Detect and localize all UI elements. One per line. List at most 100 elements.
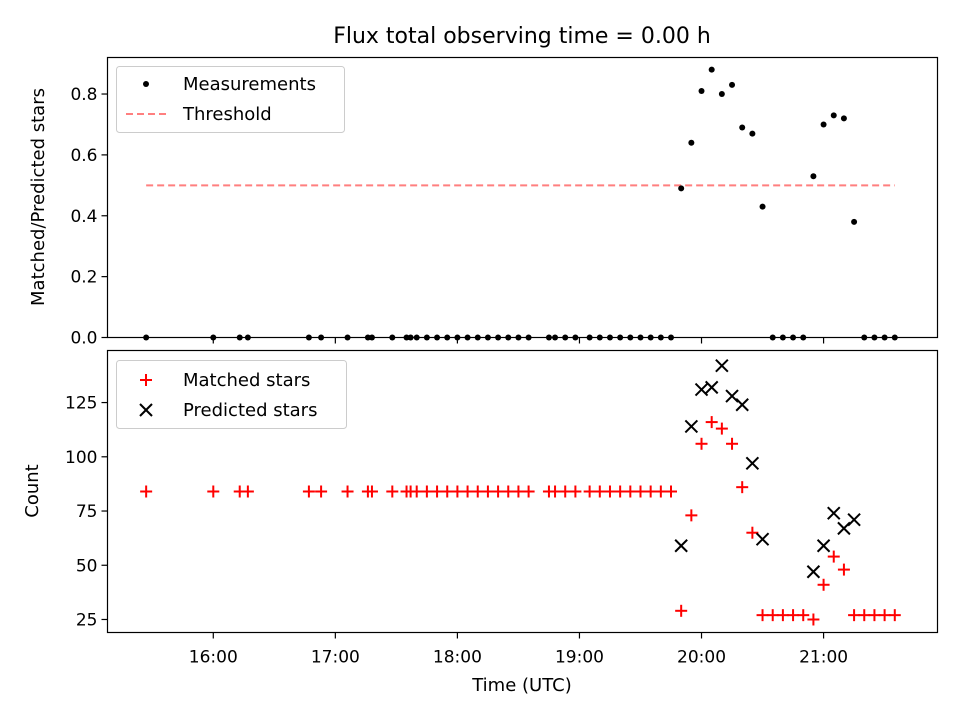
matched-stars-point	[766, 609, 779, 622]
matched-stars-point	[315, 485, 328, 498]
measurement-point	[739, 124, 746, 131]
count-y-tick-label: 125	[65, 394, 97, 414]
count-y-tick-label: 50	[76, 556, 98, 576]
measurement-point	[729, 81, 736, 88]
ratio-y-tick-label: 0.2	[70, 268, 97, 288]
matched-stars-point	[420, 485, 433, 498]
x-axis-label: Time (UTC)	[471, 675, 572, 696]
ratio-y-tick-label: 0.4	[70, 207, 97, 227]
predicted-stars-point	[755, 532, 770, 546]
matched-stars-point	[746, 526, 759, 539]
count-y-axis-label: Count	[22, 464, 43, 517]
ratio-y-tick-label: 0.0	[70, 329, 97, 349]
measurement-point	[810, 173, 817, 180]
x-tick-label: 16:00	[189, 648, 238, 668]
measurements-legend-marker	[143, 81, 149, 87]
predicted-stars-point	[694, 382, 709, 397]
matched-stars-point	[603, 485, 616, 498]
matched-stars-point	[140, 485, 153, 498]
measurement-point	[708, 66, 715, 73]
ratio-panel: 0.00.20.40.60.8 Matched/Predicted stars …	[28, 56, 939, 349]
predicted-stars-point	[715, 358, 729, 373]
count-data-layer	[140, 358, 901, 626]
matched-stars-point	[817, 578, 830, 591]
measurement-point	[830, 112, 837, 119]
matched-stars-point	[207, 485, 220, 498]
count-y-ticks: 25 50 75 100 125	[65, 394, 108, 630]
measurement-point	[820, 121, 827, 128]
predicted-stars-point	[837, 521, 851, 536]
matched-stars-point	[848, 609, 861, 622]
predicted-stars-point	[806, 565, 821, 579]
x-tick-label: 20:00	[677, 648, 726, 668]
matched-stars-point	[386, 485, 399, 498]
matched-stars-point	[726, 437, 739, 450]
predicted-stars-point	[704, 380, 719, 395]
measurement-point	[688, 139, 695, 146]
matched-stars-point	[471, 485, 484, 498]
matched-stars-point	[654, 485, 667, 498]
count-y-tick-label: 100	[65, 448, 97, 468]
matched-stars-legend-label: Matched stars	[183, 370, 310, 391]
count-y-tick-label: 25	[76, 610, 98, 630]
matched-stars-point	[614, 485, 627, 498]
count-legend: Matched stars Predicted stars	[116, 360, 347, 429]
count-panel-frame	[106, 349, 939, 634]
measurement-point	[678, 185, 685, 192]
predicted-stars-legend-marker	[139, 403, 153, 417]
ratio-x-ticks	[212, 337, 825, 344]
measurement-point	[718, 91, 725, 98]
matched-stars-point	[492, 485, 505, 498]
matched-stars-point	[685, 509, 698, 522]
matched-stars-point	[431, 485, 444, 498]
predicted-stars-point	[725, 389, 739, 403]
matched-stars-point	[559, 485, 572, 498]
predicted-stars-point	[745, 456, 760, 471]
x-tick-label: 17:00	[311, 648, 360, 668]
count-y-tick-label: 75	[76, 502, 98, 522]
matched-stars-legend-marker	[140, 374, 152, 386]
matched-stars-point	[787, 609, 800, 622]
predicted-stars-point	[684, 419, 699, 434]
matched-stars-point	[461, 485, 474, 498]
predicted-stars-point	[674, 539, 688, 553]
matched-stars-point	[624, 485, 637, 498]
matched-stars-point	[365, 485, 378, 498]
ratio-y-tick-label: 0.8	[70, 85, 97, 105]
matched-stars-point	[736, 481, 749, 494]
matched-stars-point	[675, 604, 688, 617]
matched-stars-point	[858, 609, 871, 622]
matched-stars-point	[665, 485, 678, 498]
x-tick-label: 21:00	[799, 648, 848, 668]
predicted-stars-point	[827, 506, 841, 520]
matched-stars-point	[837, 563, 850, 576]
measurements-legend-label: Measurements	[183, 74, 316, 95]
measurement-point	[759, 203, 766, 210]
measurement-point	[749, 130, 756, 137]
matched-stars-point	[549, 485, 562, 498]
measurement-point	[851, 218, 858, 225]
ratio-legend: Measurements Threshold	[116, 66, 345, 133]
matched-stars-point	[634, 485, 647, 498]
matched-stars-point	[888, 609, 901, 622]
chart-title: Flux total observing time = 0.00 h	[333, 24, 711, 49]
matched-stars-point	[522, 485, 535, 498]
matched-stars-point	[878, 609, 891, 622]
matched-stars-point	[512, 485, 525, 498]
x-tick-label: 19:00	[555, 648, 604, 668]
ratio-y-axis-label: Matched/Predicted stars	[28, 88, 49, 306]
matched-stars-point	[705, 416, 718, 429]
ratio-y-ticks: 0.0 0.2 0.4 0.6 0.8	[70, 85, 108, 349]
matched-stars-point	[410, 485, 423, 498]
matched-stars-point	[868, 609, 881, 622]
threshold-legend-label: Threshold	[182, 104, 272, 125]
matched-stars-point	[451, 485, 464, 498]
matched-stars-point	[756, 609, 769, 622]
predicted-stars-point	[735, 398, 749, 412]
matched-stars-point	[827, 550, 840, 563]
matched-stars-point	[441, 485, 454, 498]
measurement-point	[840, 115, 847, 122]
matched-stars-point	[776, 609, 789, 622]
ratio-panel-frame	[106, 56, 939, 339]
matched-stars-point	[593, 485, 606, 498]
